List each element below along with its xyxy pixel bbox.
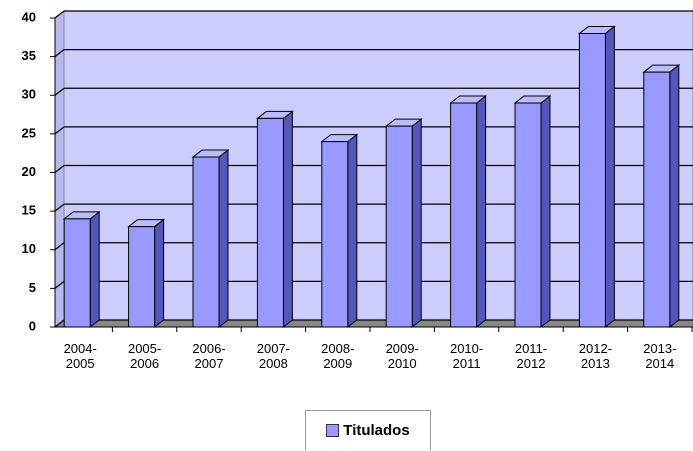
bar-face (89, 210, 100, 329)
y-tick-label: 20 (22, 164, 36, 179)
bar (449, 94, 488, 329)
bar-face (347, 133, 358, 329)
grid-line (54, 165, 65, 173)
grid-line (54, 49, 65, 58)
bar (62, 210, 101, 329)
bar-face (63, 218, 91, 328)
x-tick-label: 2005-2006 (127, 341, 162, 371)
y-tick-label: 5 (29, 280, 36, 295)
x-tick-label: 2012-2013 (578, 341, 613, 371)
legend-swatch (326, 424, 340, 437)
bar-face (514, 102, 542, 328)
x-tick-label: 2009-2010 (385, 341, 419, 371)
bar-face (154, 218, 165, 329)
legend-label: Titulados (343, 422, 410, 439)
bar-face (450, 102, 478, 328)
y-tick-label: 15 (22, 203, 36, 218)
y-tick-label: 25 (22, 125, 36, 140)
bar-face (282, 110, 293, 329)
bar (577, 25, 616, 329)
bar (384, 118, 423, 329)
bar-face (385, 125, 413, 328)
bar-face (321, 141, 349, 328)
bar-face (218, 149, 229, 329)
y-tick-label: 30 (22, 87, 36, 102)
x-tick-label: 2011-2012 (514, 341, 548, 371)
x-tick-label: 2004-2005 (63, 341, 97, 371)
grid-line (54, 126, 65, 135)
bar-face (540, 94, 551, 329)
x-tick-label: 2010-2011 (449, 341, 484, 371)
bar (191, 149, 230, 329)
x-tick-label: 2013-2014 (643, 341, 677, 371)
grid-line (54, 10, 65, 19)
y-tick-label: 0 (29, 318, 36, 333)
bar-face (411, 118, 422, 329)
y-tick-label: 40 (22, 9, 36, 24)
x-tick-label: 2007-2008 (256, 341, 291, 371)
bar-face (643, 71, 671, 328)
grid-line (54, 319, 65, 328)
bar (513, 94, 552, 329)
y-tick-label: 10 (22, 241, 36, 256)
legend: Titulados (305, 410, 431, 450)
bar (127, 218, 166, 329)
grid-line (54, 280, 65, 289)
x-tick-label: 2006-2007 (192, 341, 226, 371)
bar-face (192, 156, 220, 328)
bar (642, 64, 681, 329)
grid-line (54, 242, 65, 251)
bar-face (578, 32, 606, 328)
grid-line (54, 87, 65, 96)
bar-face (669, 64, 680, 329)
bar (320, 133, 359, 329)
grid-line (54, 203, 65, 212)
x-tick-label: 2008-2009 (321, 341, 355, 371)
bar (255, 110, 294, 329)
bar-face (604, 25, 615, 329)
bar-face (128, 226, 156, 328)
y-tick-label: 35 (22, 48, 36, 63)
bar-face (256, 117, 284, 328)
bar-face (476, 94, 487, 329)
